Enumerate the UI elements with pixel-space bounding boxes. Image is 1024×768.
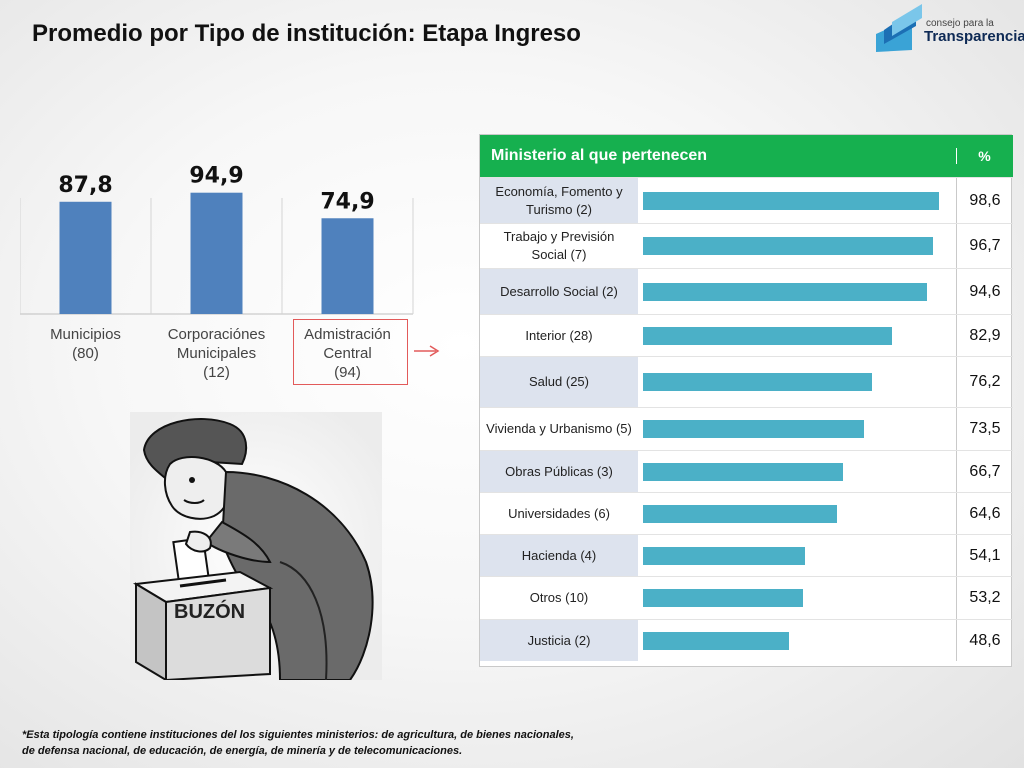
footnote: *Esta tipología contiene instituciones d… (22, 728, 574, 760)
bar-value-label-1: 94,9 (189, 164, 243, 189)
page-title: Promedio por Tipo de institución: Etapa … (32, 20, 581, 47)
ministry-table: Ministerio al que pertenecen % Economía,… (479, 134, 1013, 667)
row-bar-cell (638, 577, 956, 619)
row-bar (643, 326, 892, 345)
row-bar-cell (638, 535, 956, 576)
row-label: Economía, Fomento y Turismo (2) (480, 178, 638, 223)
row-bar (643, 462, 844, 481)
row-bar (643, 589, 803, 607)
bar-value-label-0: 87,8 (58, 173, 112, 198)
row-label: Interior (28) (525, 327, 593, 343)
row-bar-cell (638, 357, 956, 407)
row-bar (643, 191, 939, 210)
row-bar-cell (638, 408, 956, 450)
row-value: 54,1 (956, 535, 1013, 576)
row-bar-cell (638, 451, 956, 492)
row-label: Universidades (6) (508, 505, 610, 521)
table-row: Hacienda (4) 54,1 (480, 534, 1013, 576)
table-row: Salud (25) 76,2 (480, 356, 1013, 407)
row-label: Otros (10) (529, 590, 589, 606)
category-label-1-1: Municipales (177, 345, 256, 362)
row-bar (643, 546, 806, 565)
category-label-0-1: (80) (72, 345, 99, 362)
row-bar (643, 504, 837, 523)
table-row: Economía, Fomento y Turismo (2) 98,6 (480, 177, 1013, 223)
person-voting-illustration: BUZÓN (130, 412, 382, 680)
row-label: Obras Públicas (3) (480, 451, 638, 492)
row-value: 48,6 (956, 620, 1013, 661)
row-bar (643, 237, 934, 255)
logo-small-text: consejo para la (926, 18, 994, 29)
row-bar (643, 631, 789, 650)
highlight-box (293, 319, 408, 385)
row-value: 76,2 (956, 357, 1013, 407)
row-value: 66,7 (956, 451, 1013, 492)
category-label-2-2: (94) (334, 364, 361, 381)
row-bar-cell (638, 269, 956, 314)
row-bar-cell (638, 224, 956, 268)
logo-icon (876, 4, 922, 52)
table-row: Obras Públicas (3) 66,7 (480, 450, 1013, 492)
bar-0 (59, 201, 112, 314)
row-label: Salud (25) (480, 357, 638, 407)
row-value: 94,6 (956, 269, 1013, 314)
table-row: Otros (10) 53,2 (480, 576, 1013, 619)
row-bar-cell (638, 493, 956, 534)
row-label: Vivienda y Urbanismo (5) (486, 421, 632, 437)
category-label-2-0: Admistración (304, 326, 391, 343)
row-bar (643, 282, 927, 301)
row-label: Desarrollo Social (2) (480, 269, 638, 314)
table-row: Desarrollo Social (2) 94,6 (480, 268, 1013, 314)
table-header-percent: % (956, 148, 1012, 164)
arrow-right-icon (414, 345, 440, 357)
row-value: 96,7 (956, 224, 1013, 268)
logo: consejo para la Transparencia (872, 4, 1024, 56)
row-bar-cell (638, 620, 956, 661)
footnote-line-1: *Esta tipología contiene instituciones d… (22, 729, 574, 741)
table-row: Vivienda y Urbanismo (5) 73,5 (480, 407, 1013, 450)
table-row: Universidades (6) 64,6 (480, 492, 1013, 534)
row-label: Trabajo y Previsión Social (7) (503, 229, 615, 262)
table-row: Trabajo y Previsión Social (7) 96,7 (480, 223, 1013, 268)
category-label-1-0: Corporaciónes (168, 326, 266, 343)
row-value: 53,2 (956, 577, 1013, 619)
row-bar-cell (638, 315, 956, 356)
category-label-1-2: (12) (203, 364, 230, 381)
row-value: 82,9 (956, 315, 1013, 356)
table-header: Ministerio al que pertenecen % (480, 135, 1013, 177)
category-label-2-1: Central (323, 345, 371, 362)
category-label-0-0: Municipios (50, 326, 121, 343)
row-value: 64,6 (956, 493, 1013, 534)
bar-value-label-2: 74,9 (320, 189, 374, 214)
row-label: Justicia (2) (480, 620, 638, 661)
table-header-label: Ministerio al que pertenecen (491, 147, 708, 164)
logo-big-text: Transparencia (924, 28, 1024, 45)
footnote-line-2: de defensa nacional, de educación, de en… (22, 744, 463, 757)
ballot-box-label: BUZÓN (174, 599, 245, 623)
row-bar (643, 373, 872, 391)
table-row: Interior (28) 82,9 (480, 314, 1013, 356)
row-bar (643, 420, 864, 438)
row-label: Hacienda (4) (480, 535, 638, 576)
bar-2 (321, 218, 374, 314)
bar-chart: 87,8 Municipios (80) 94,9 Corporaciónes Munic… (20, 164, 414, 381)
row-value: 73,5 (956, 408, 1013, 450)
row-value: 98,6 (956, 178, 1013, 223)
bar-1 (190, 192, 243, 314)
table-row: Justicia (2) 48,6 (480, 619, 1013, 661)
row-bar-cell (638, 178, 956, 223)
